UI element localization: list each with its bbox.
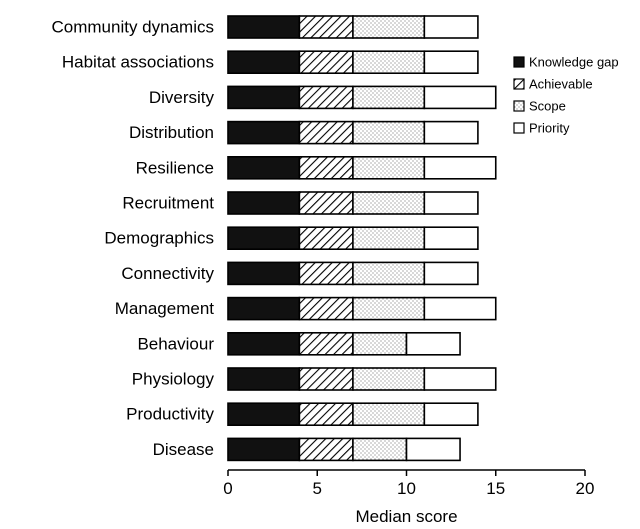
category-label-community-dynamics: Community dynamics xyxy=(52,18,215,37)
x-axis-title: Median score xyxy=(355,507,457,526)
bar-segment-behaviour-priority xyxy=(405,331,461,356)
legend-swatch-scope xyxy=(513,100,525,112)
legend-label-achievable: Achievable xyxy=(529,77,593,92)
bar-segment-distribution-knowledge-gap xyxy=(227,120,301,145)
bar-segment-diversity-knowledge-gap xyxy=(227,85,301,110)
bar-segment-recruitment-knowledge-gap xyxy=(227,191,301,215)
bar-segment-community-dynamics-scope xyxy=(352,15,426,39)
bar-segment-connectivity-priority xyxy=(423,261,479,286)
category-label-physiology: Physiology xyxy=(132,370,215,389)
bar-segment-diversity-priority xyxy=(423,85,497,110)
x-tick-label-20: 20 xyxy=(576,479,595,498)
bars-group xyxy=(227,15,497,462)
legend: Knowledge gap Achievable Scope Priority xyxy=(513,55,619,136)
bar-segment-physiology-knowledge-gap xyxy=(227,367,301,391)
bar-segment-disease-achievable xyxy=(298,437,354,462)
category-label-behaviour: Behaviour xyxy=(137,334,214,353)
category-label-resilience: Resilience xyxy=(136,158,214,177)
x-axis: 0 5 10 15 20 xyxy=(223,469,595,498)
bar-segment-resilience-priority xyxy=(423,156,497,180)
bar-segment-demographics-knowledge-gap xyxy=(227,226,301,250)
bar-segment-physiology-scope xyxy=(352,367,426,391)
category-labels: Community dynamics Habitat associations Di… xyxy=(52,18,215,459)
x-tick-label-5: 5 xyxy=(313,479,322,498)
x-tick-label-15: 15 xyxy=(486,479,505,498)
bar-segment-diversity-achievable xyxy=(298,85,354,110)
bar-segment-productivity-scope xyxy=(352,402,426,427)
category-label-demographics: Demographics xyxy=(104,229,214,248)
bar-segment-connectivity-scope xyxy=(352,261,426,286)
bar-segment-productivity-achievable xyxy=(298,402,354,427)
bar-segment-disease-scope xyxy=(352,437,408,462)
bar-segment-resilience-knowledge-gap xyxy=(227,156,301,180)
legend-label-knowledge-gap: Knowledge gap xyxy=(529,55,619,70)
bar-segment-connectivity-knowledge-gap xyxy=(227,261,301,286)
bar-segment-behaviour-scope xyxy=(352,331,408,356)
bar-segment-resilience-achievable xyxy=(298,156,354,180)
bar-segment-productivity-knowledge-gap xyxy=(227,402,301,427)
category-label-management: Management xyxy=(115,299,215,318)
x-tick-label-10: 10 xyxy=(397,479,416,498)
bar-segment-behaviour-achievable xyxy=(298,331,354,356)
bar-segment-habitat-associations-knowledge-gap xyxy=(227,50,301,75)
bar-segment-demographics-scope xyxy=(352,226,426,250)
legend-label-priority: Priority xyxy=(529,121,570,136)
category-label-disease: Disease xyxy=(153,440,214,459)
category-label-diversity: Diversity xyxy=(149,88,215,107)
bar-segment-recruitment-priority xyxy=(423,191,479,215)
bar-segment-habitat-associations-achievable xyxy=(298,50,354,75)
bar-segment-resilience-scope xyxy=(352,156,426,180)
bar-segment-disease-priority xyxy=(405,437,461,462)
category-label-distribution: Distribution xyxy=(129,123,214,142)
category-label-habitat-associations: Habitat associations xyxy=(62,53,214,72)
legend-swatch-priority xyxy=(513,122,525,134)
legend-label-scope: Scope xyxy=(529,99,566,114)
bar-segment-habitat-associations-scope xyxy=(352,50,426,75)
bar-segment-management-knowledge-gap xyxy=(227,296,301,321)
category-label-connectivity: Connectivity xyxy=(121,264,214,283)
bar-segment-recruitment-achievable xyxy=(298,191,354,215)
category-label-productivity: Productivity xyxy=(126,405,214,424)
bar-segment-behaviour-knowledge-gap xyxy=(227,331,301,356)
bar-segment-physiology-achievable xyxy=(298,367,354,391)
category-label-recruitment: Recruitment xyxy=(122,194,214,213)
bar-segment-community-dynamics-knowledge-gap xyxy=(227,15,301,39)
bar-segment-recruitment-scope xyxy=(352,191,426,215)
bar-segment-demographics-achievable xyxy=(298,226,354,250)
bar-segment-habitat-associations-priority xyxy=(423,50,479,75)
bar-segment-distribution-scope xyxy=(352,120,426,145)
bar-segment-community-dynamics-priority xyxy=(423,15,479,39)
bar-segment-connectivity-achievable xyxy=(298,261,354,286)
legend-swatch-achievable xyxy=(513,78,525,90)
bar-segment-disease-knowledge-gap xyxy=(227,437,301,462)
legend-swatch-knowledge-gap xyxy=(513,56,525,68)
bar-segment-distribution-priority xyxy=(423,120,479,145)
bar-segment-productivity-priority xyxy=(423,402,479,427)
bar-segment-community-dynamics-achievable xyxy=(298,15,354,39)
bar-segment-management-priority xyxy=(423,296,497,321)
bar-segment-distribution-achievable xyxy=(298,120,354,145)
bar-segment-management-achievable xyxy=(298,296,354,321)
x-tick-label-0: 0 xyxy=(223,479,232,498)
bar-segment-management-scope xyxy=(352,296,426,321)
bar-segment-physiology-priority xyxy=(423,367,497,391)
bar-segment-diversity-scope xyxy=(352,85,426,110)
bar-segment-demographics-priority xyxy=(423,226,479,250)
